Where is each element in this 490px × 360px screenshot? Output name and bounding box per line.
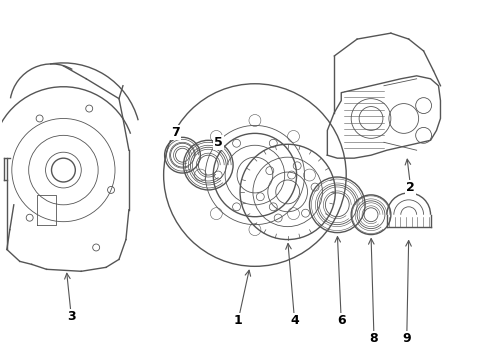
Text: 4: 4 xyxy=(290,314,299,327)
Text: 1: 1 xyxy=(234,314,243,327)
Text: 7: 7 xyxy=(171,126,180,139)
Text: 8: 8 xyxy=(369,332,378,345)
Text: 5: 5 xyxy=(214,136,222,149)
Text: 3: 3 xyxy=(67,310,75,323)
Text: 2: 2 xyxy=(406,181,415,194)
Text: 9: 9 xyxy=(402,332,411,345)
Text: 6: 6 xyxy=(337,314,345,327)
